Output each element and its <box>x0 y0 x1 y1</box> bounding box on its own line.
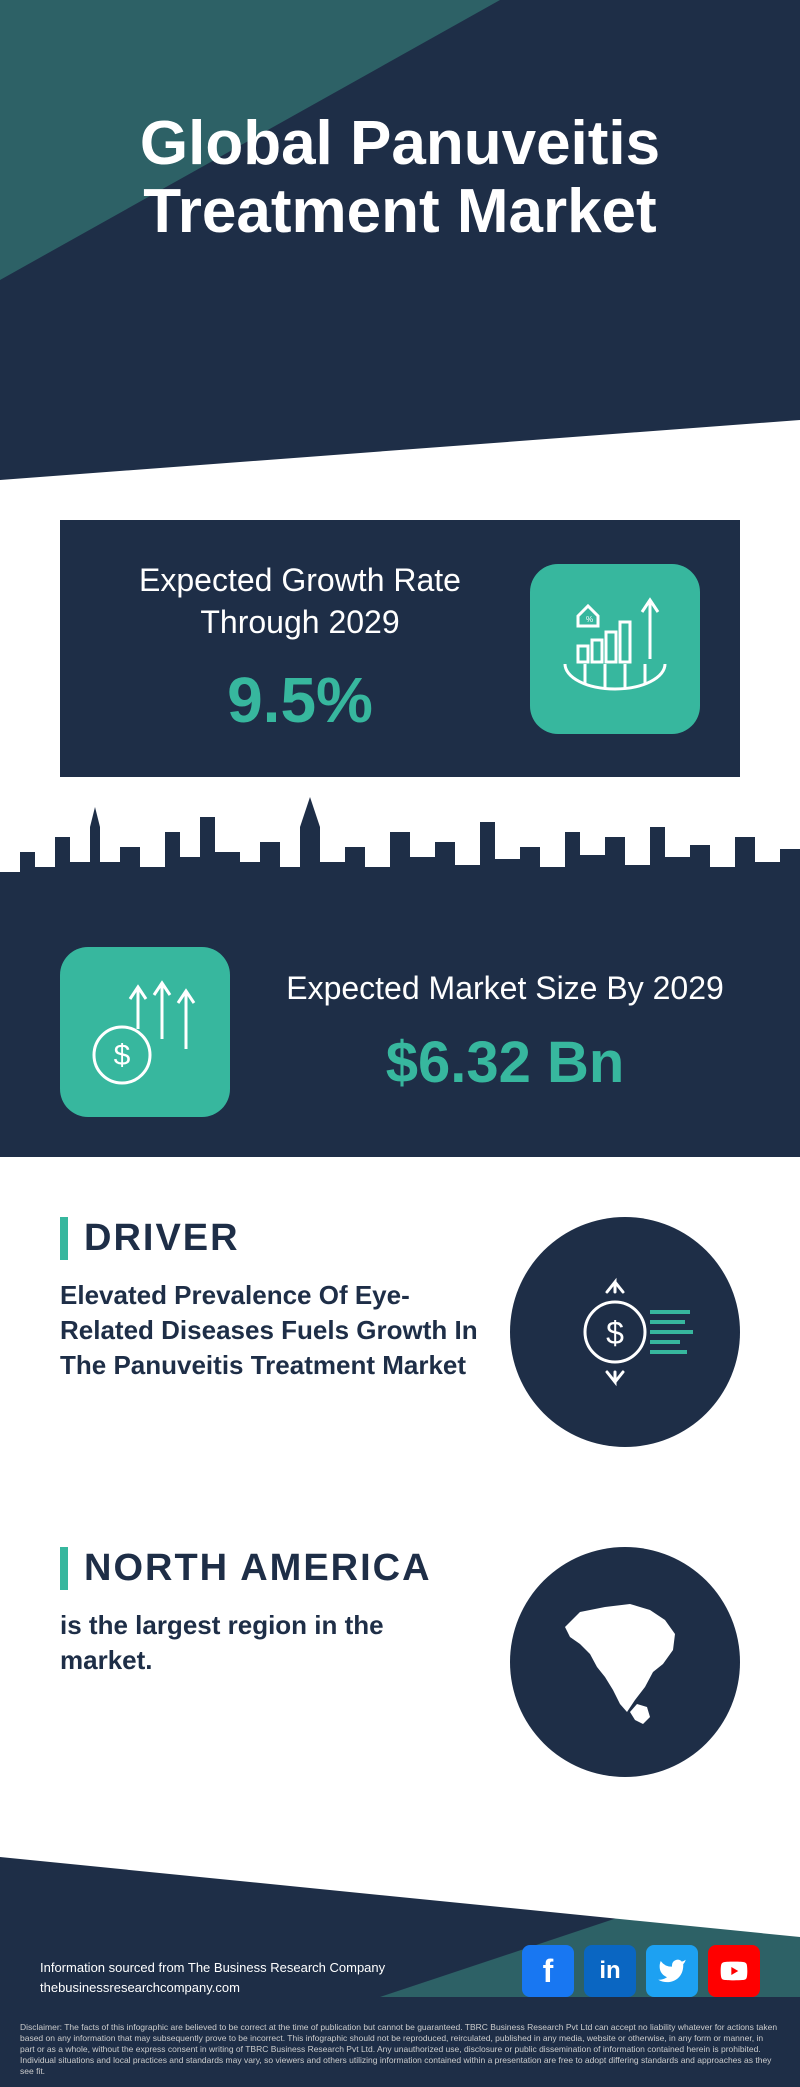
info-text: NORTH AMERICA is the largest region in t… <box>60 1547 480 1678</box>
stat-card-market-size: $ Expected Market Size By 2029 $6.32 Bn <box>0 907 800 1157</box>
social-icons: f in <box>522 1945 760 1997</box>
region-body: is the largest region in the market. <box>60 1608 480 1678</box>
svg-text:%: % <box>586 615 593 624</box>
footer: Information sourced from The Business Re… <box>0 1857 800 2087</box>
dollar-arrows-up-icon: $ <box>60 947 230 1117</box>
driver-body: Elevated Prevalence Of Eye-Related Disea… <box>60 1278 480 1383</box>
source-line-1: Information sourced from The Business Re… <box>40 1958 385 1978</box>
disclaimer-text: Disclaimer: The facts of this infographi… <box>20 2022 780 2077</box>
stat-text: Expected Market Size By 2029 $6.32 Bn <box>270 968 740 1097</box>
driver-heading: DRIVER <box>60 1217 480 1260</box>
svg-text:$: $ <box>114 1039 131 1072</box>
header: Global Panuveitis Treatment Market <box>0 0 800 480</box>
stat-label: Expected Market Size By 2029 <box>270 968 740 1010</box>
source-attribution: Information sourced from The Business Re… <box>40 1958 385 1997</box>
skyline-divider <box>0 777 800 907</box>
north-america-map-icon <box>510 1547 740 1777</box>
region-heading: NORTH AMERICA <box>60 1547 480 1590</box>
info-text: DRIVER Elevated Prevalence Of Eye-Relate… <box>60 1217 480 1383</box>
stat-value: 9.5% <box>100 663 500 737</box>
youtube-icon[interactable] <box>708 1945 760 1997</box>
stat-text: Expected Growth Rate Through 2029 9.5% <box>100 560 500 737</box>
footer-content: Information sourced from The Business Re… <box>40 1945 760 1997</box>
twitter-icon[interactable] <box>646 1945 698 1997</box>
facebook-icon[interactable]: f <box>522 1945 574 1997</box>
header-bottom-cut <box>0 420 800 480</box>
linkedin-icon[interactable]: in <box>584 1945 636 1997</box>
page-title: Global Panuveitis Treatment Market <box>0 110 800 246</box>
stat-card-growth-rate: Expected Growth Rate Through 2029 9.5% % <box>60 520 740 777</box>
dollar-exchange-icon: $ <box>510 1217 740 1447</box>
stat-value: $6.32 Bn <box>270 1029 740 1096</box>
source-line-2: thebusinessresearchcompany.com <box>40 1978 385 1998</box>
region-section: NORTH AMERICA is the largest region in t… <box>0 1487 800 1817</box>
footer-white-cut <box>0 1857 800 1937</box>
stat-label: Expected Growth Rate Through 2029 <box>100 560 500 643</box>
svg-text:$: $ <box>606 1315 624 1351</box>
growth-chart-globe-icon: % <box>530 564 700 734</box>
driver-section: DRIVER Elevated Prevalence Of Eye-Relate… <box>0 1157 800 1487</box>
